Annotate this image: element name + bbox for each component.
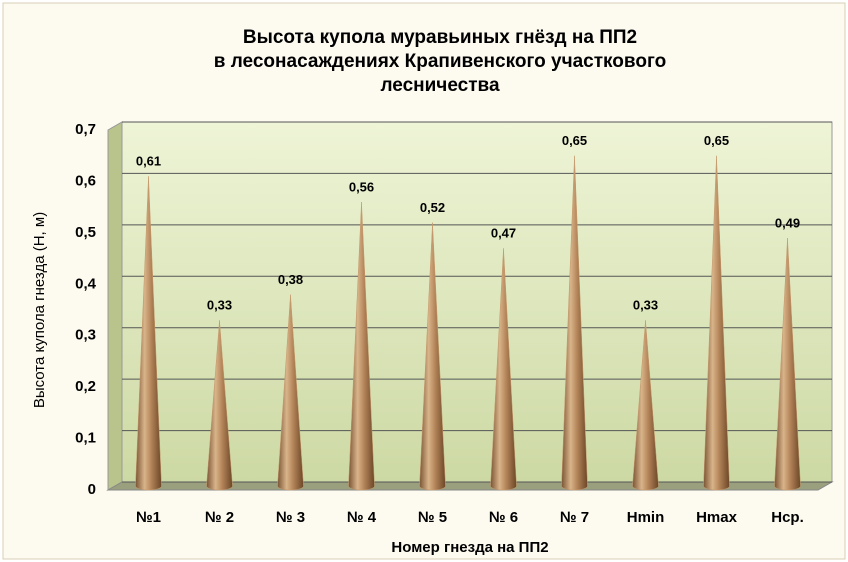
x-tick-label: № 4 [347,509,377,526]
value-label: 0,52 [420,200,445,215]
value-label: 0,47 [491,226,516,241]
y-tick-label: 0,7 [75,121,96,138]
y-tick-label: 0 [88,481,96,498]
y-tick-label: 0,6 [75,172,96,189]
value-label: 0,61 [136,154,161,169]
x-tick-label: № 3 [276,509,305,526]
x-axis-label: Номер гнезда на ПП2 [391,539,548,556]
chart-title: лесничества [380,75,500,96]
chart: Высота купола муравьиных гнёзд на ПП2 в … [0,0,848,562]
x-tick-label: Hср. [771,509,804,526]
value-label: 0,38 [278,272,303,287]
x-tick-label: № 6 [489,509,518,526]
x-tick-label: № 7 [560,509,589,526]
x-tick-label: Hmin [627,509,665,526]
y-tick-label: 0,5 [75,224,96,241]
x-tick-label: № 5 [418,509,447,526]
chart-title: в лесонасаждениях Крапивенского участков… [214,51,666,72]
side-wall [108,122,122,490]
x-tick-label: №1 [136,509,161,526]
y-axis-label: Высота купола гнезда (Н, м) [31,212,48,408]
x-tick-label: № 2 [205,509,234,526]
value-label: 0,56 [349,179,374,194]
x-tick-label: Hmax [696,509,738,526]
y-tick-label: 0,4 [75,275,97,292]
value-label: 0,65 [562,133,587,148]
value-label: 0,49 [775,215,800,230]
value-label: 0,33 [633,298,658,313]
y-tick-label: 0,1 [75,430,96,447]
y-tick-label: 0,2 [75,378,96,395]
value-label: 0,65 [704,133,729,148]
value-label: 0,33 [207,298,232,313]
y-tick-label: 0,3 [75,327,96,344]
chart-title: Высота купола муравьиных гнёзд на ПП2 [243,27,637,48]
